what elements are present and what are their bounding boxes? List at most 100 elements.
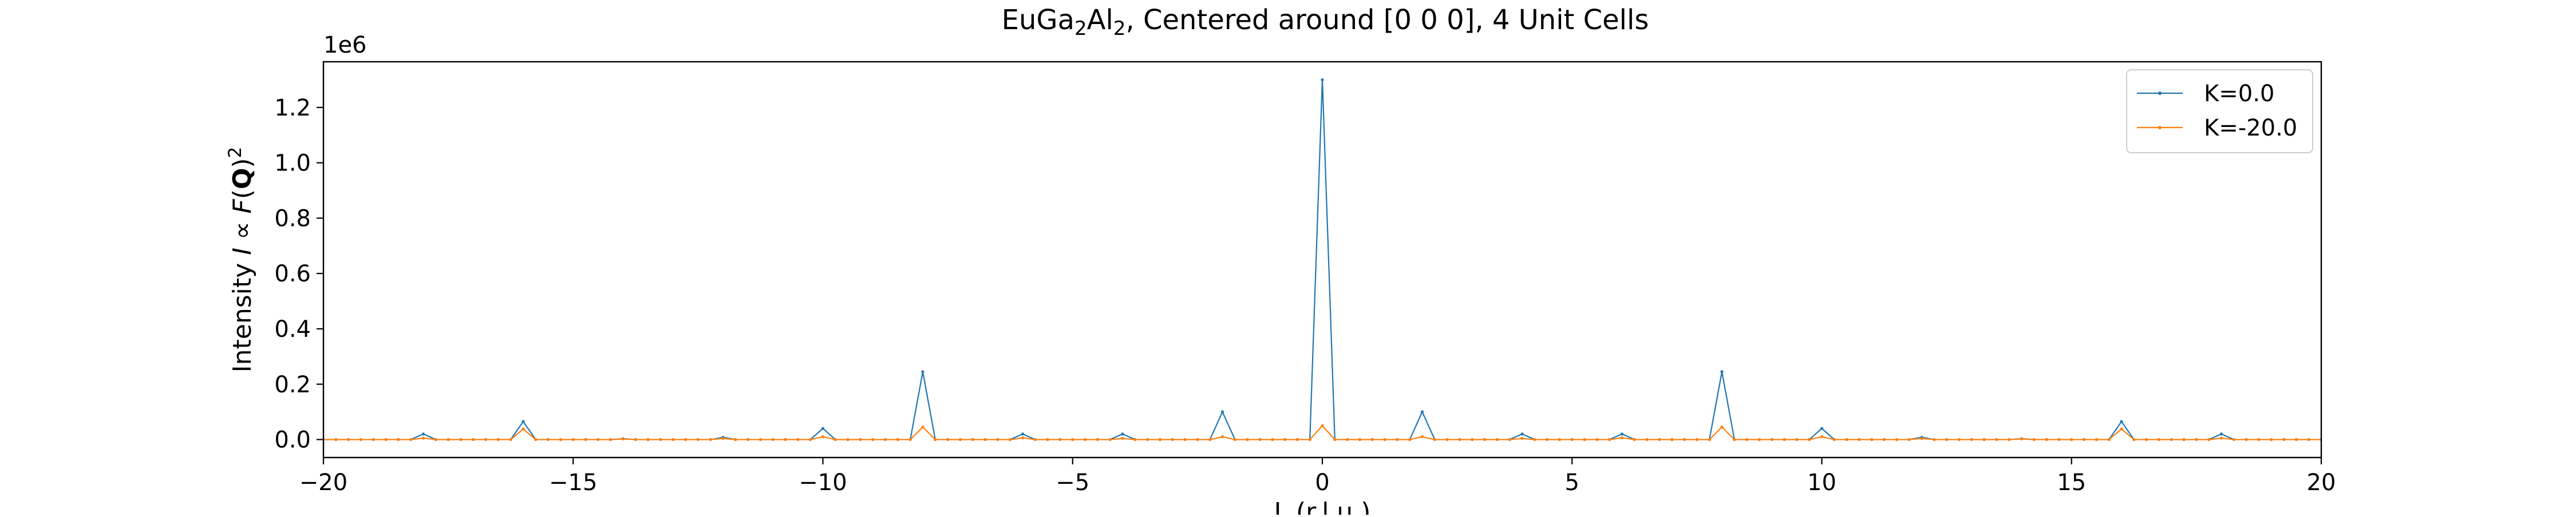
data-point	[397, 438, 400, 442]
data-point	[1233, 438, 1236, 442]
data-point	[921, 425, 924, 429]
data-point	[2070, 438, 2073, 442]
data-point	[1183, 438, 1187, 442]
y-axis-label: Intensity I ∝ F(Q)2	[225, 147, 257, 373]
chart-title: EuGa2Al2, Centered around [0 0 0], 4 Uni…	[1002, 4, 1649, 40]
data-point	[559, 438, 563, 442]
data-point	[1358, 438, 1362, 442]
data-point	[409, 438, 413, 442]
data-point	[1858, 438, 1861, 442]
data-point	[1895, 438, 1898, 442]
data-point	[796, 438, 800, 442]
y-tick-label: 0.4	[274, 316, 311, 343]
data-point	[447, 438, 450, 442]
data-point	[659, 438, 662, 442]
data-point	[2219, 436, 2223, 440]
data-point	[908, 438, 912, 442]
data-point	[1745, 438, 1749, 442]
data-point	[871, 438, 875, 442]
data-point	[1383, 438, 1386, 442]
data-point	[746, 438, 750, 442]
series-line-1	[323, 79, 2321, 440]
legend-marker-1	[2158, 92, 2162, 95]
data-point	[1520, 432, 1524, 436]
data-point	[1108, 438, 1112, 442]
data-point	[1558, 438, 1562, 442]
data-point	[646, 438, 650, 442]
data-point	[1058, 438, 1062, 442]
data-point	[1658, 438, 1661, 442]
data-point	[2082, 438, 2086, 442]
data-point	[1608, 438, 1611, 442]
data-point	[421, 436, 425, 440]
data-point	[771, 438, 775, 442]
data-point	[1133, 438, 1137, 442]
y-tick-label: 1.2	[274, 95, 311, 121]
data-point	[1121, 432, 1124, 436]
data-point	[996, 438, 999, 442]
data-point	[2270, 438, 2273, 442]
data-point	[1196, 438, 1199, 442]
data-point	[1220, 435, 1224, 439]
data-point	[1620, 436, 1624, 440]
data-point	[1808, 438, 1811, 442]
data-point	[2120, 420, 2123, 423]
data-point	[621, 437, 625, 441]
y-offset-label: 1e6	[323, 32, 367, 58]
data-point	[472, 438, 475, 442]
data-point	[1645, 438, 1649, 442]
x-tick-label: 20	[2307, 470, 2336, 496]
data-point	[2245, 438, 2248, 442]
data-point	[1420, 435, 1424, 439]
data-point	[934, 438, 937, 442]
data-point	[1171, 438, 1174, 442]
data-point	[1708, 438, 1711, 442]
data-point	[1957, 438, 1961, 442]
data-point	[2032, 438, 2036, 442]
data-point	[2095, 438, 2098, 442]
data-point	[1495, 438, 1499, 442]
data-point	[1920, 437, 1923, 440]
data-point	[2120, 427, 2123, 431]
data-point	[1408, 438, 1412, 442]
data-point	[1258, 438, 1262, 442]
data-point	[784, 438, 787, 442]
data-point	[521, 420, 525, 423]
data-point	[1483, 438, 1487, 442]
data-point	[1346, 438, 1349, 442]
data-point	[1620, 432, 1624, 436]
x-tick-label: 10	[1807, 470, 1836, 496]
data-point	[1396, 438, 1399, 442]
data-point	[1970, 438, 1973, 442]
data-point	[1720, 370, 1724, 373]
data-point	[2132, 438, 2136, 442]
data-point	[1720, 425, 1724, 429]
data-point	[721, 437, 725, 440]
data-point	[1158, 438, 1162, 442]
data-point	[683, 438, 688, 442]
data-point	[896, 438, 899, 442]
data-point	[1757, 438, 1761, 442]
x-tick-label: −5	[1056, 470, 1089, 496]
data-point	[1021, 432, 1025, 436]
data-point	[2282, 438, 2286, 442]
data-point	[1121, 437, 1124, 440]
data-point	[2207, 438, 2211, 442]
data-point	[1670, 438, 1674, 442]
data-point	[1370, 438, 1374, 442]
data-point	[1520, 437, 1524, 440]
data-point	[1733, 438, 1736, 442]
y-tick-label: 0.0	[274, 427, 311, 454]
data-point	[434, 438, 437, 442]
data-point	[2008, 438, 2011, 442]
data-point	[1471, 438, 1474, 442]
data-point	[1583, 438, 1586, 442]
data-point	[983, 438, 987, 442]
data-point	[2182, 438, 2186, 442]
data-point	[1533, 438, 1536, 442]
data-point	[1308, 438, 1311, 442]
data-point	[1682, 438, 1686, 442]
data-point	[809, 438, 812, 442]
x-tick-label: 5	[1565, 470, 1579, 496]
data-point	[484, 438, 488, 442]
